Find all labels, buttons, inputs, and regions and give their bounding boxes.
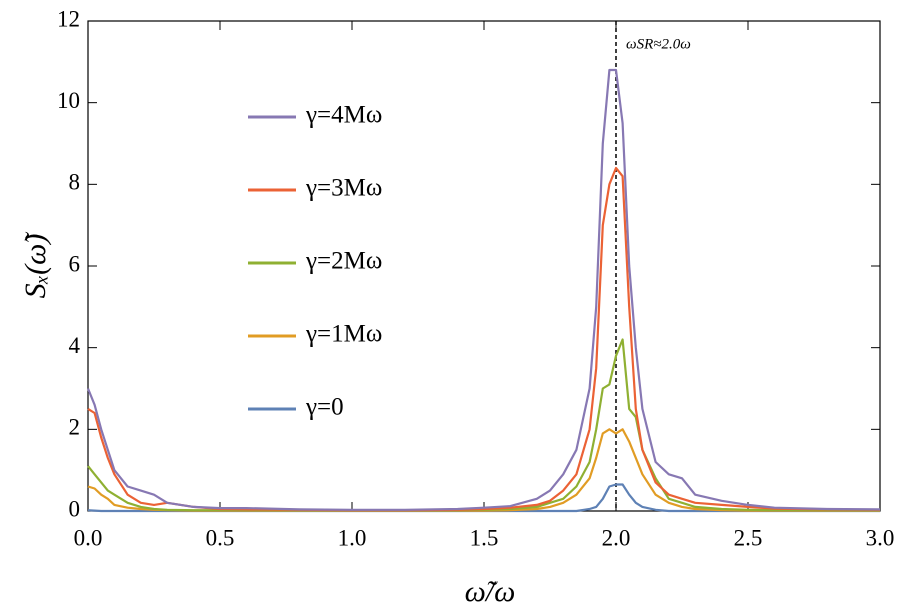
x-tick-label: 1.5: [470, 525, 499, 550]
x-tick-label: 3.0: [866, 525, 895, 550]
legend-label: γ=0: [305, 394, 344, 421]
x-tick-label: 0.0: [74, 525, 103, 550]
y-tick-label: 8: [69, 170, 81, 195]
annotation: ωSR≈2.0ω: [626, 36, 691, 52]
y-tick-label: 6: [69, 251, 81, 276]
series-line: [87, 166, 881, 512]
x-tick-label: 0.5: [206, 525, 235, 550]
series-line: [87, 428, 880, 512]
x-tick-label: 2.0: [602, 525, 631, 550]
legend-label: γ=3Mω: [305, 175, 382, 202]
legend-label: γ=4Mω: [305, 102, 382, 129]
y-tick-label: 2: [69, 415, 81, 440]
legend-label: γ=2Mω: [305, 248, 382, 275]
x-tick-label: 1.0: [338, 525, 367, 550]
y-tick-label: 4: [69, 333, 81, 358]
series-line: [87, 338, 880, 512]
y-tick-label: 0: [69, 496, 81, 521]
series-line: [87, 483, 880, 513]
series-line: [86, 68, 881, 511]
x-tick-label: 2.5: [734, 525, 763, 550]
y-axis-label: Sₓ(ω̃): [19, 232, 52, 299]
plot-frame: [87, 20, 881, 512]
y-tick-label: 10: [57, 88, 80, 113]
y-tick-label: 12: [57, 6, 80, 31]
x-axis-label: ω̃/ω: [465, 575, 516, 608]
legend-label: γ=1Mω: [305, 321, 382, 348]
